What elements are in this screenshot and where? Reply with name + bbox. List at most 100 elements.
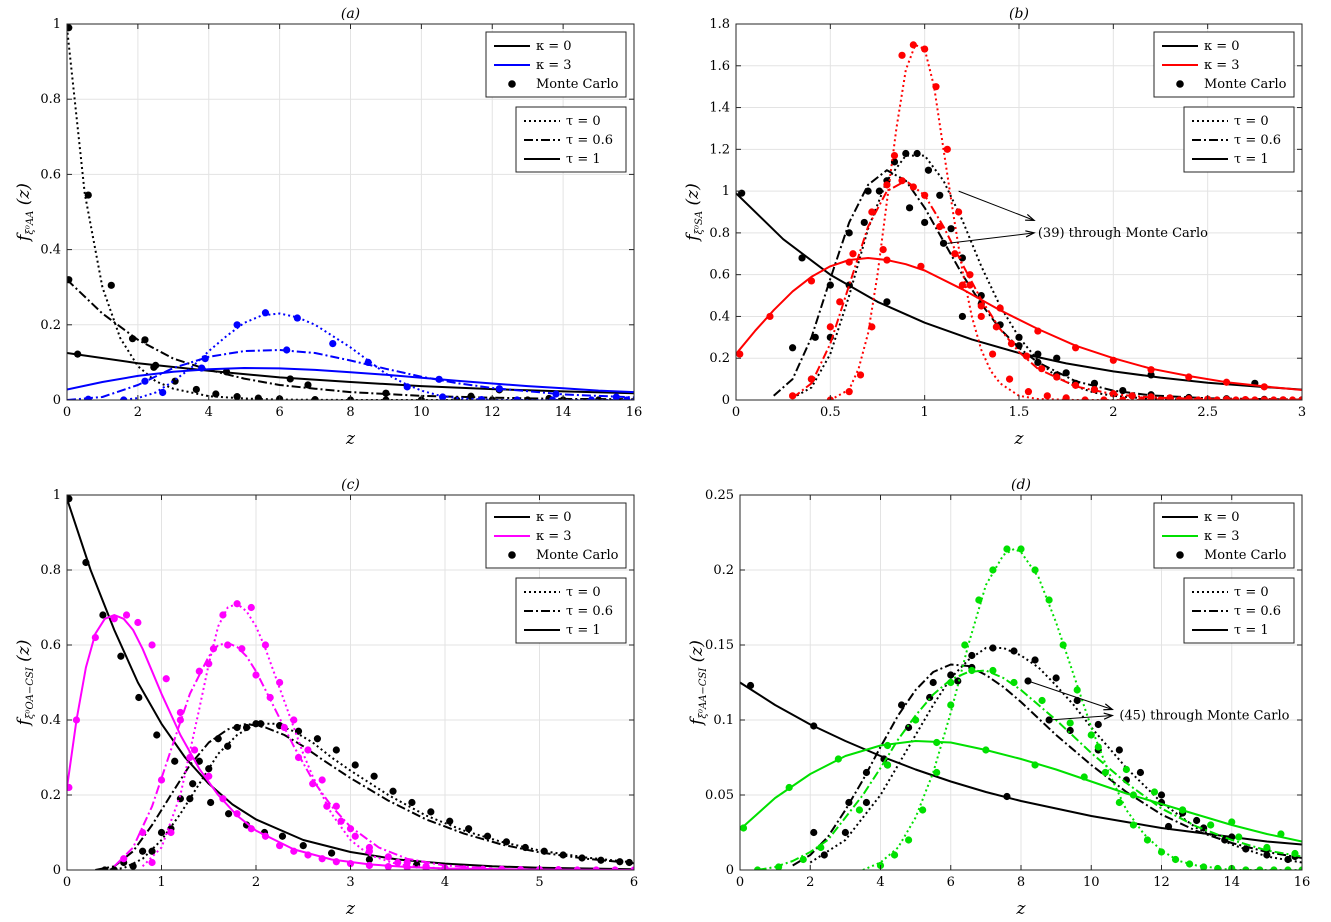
monte-carlo-point-kappa3-tau0 [977, 312, 985, 321]
legend-label: κ = 3 [536, 58, 572, 73]
monte-carlo-point-kappa3-tau0.6 [921, 191, 929, 199]
monte-carlo-point-kappa0-tau0 [313, 735, 322, 743]
y-tick-label: 0.1 [713, 713, 734, 728]
monte-carlo-point-kappa0-tau0 [427, 808, 435, 816]
monte-carlo-point-kappa3-tau0 [290, 716, 298, 724]
monte-carlo-point-kappa3-tau0 [148, 858, 156, 867]
series-group [67, 24, 634, 400]
legend-label: τ = 1 [1234, 623, 1269, 638]
monte-carlo-point-kappa3-tau1 [403, 863, 411, 870]
monte-carlo-point-kappa0-tau0 [212, 390, 220, 398]
legend-legend_kappa: κ = 0 κ = 3 Monte Carlo [1153, 31, 1295, 98]
y-tick-label: 0.05 [705, 788, 734, 803]
series-line-kappa3-tau1 [67, 614, 634, 870]
monte-carlo-point-kappa0-tau0.6 [233, 723, 241, 732]
monte-carlo-point-kappa3-tau1 [72, 716, 81, 724]
legend-box [1183, 106, 1295, 173]
monte-carlo-point-kappa3-tau0.6 [1094, 743, 1102, 751]
monte-carlo-point-kappa3-tau0.6 [817, 843, 825, 852]
series-line-kappa0-tau1 [67, 498, 634, 870]
monte-carlo-point-kappa3-tau0 [905, 836, 913, 844]
monte-carlo-point-kappa3-tau1 [554, 866, 562, 870]
monte-carlo-point-kappa3-tau1 [233, 810, 241, 818]
monte-carlo-point-kappa3-tau1 [460, 865, 468, 870]
monte-carlo-point-kappa3-tau0.6 [992, 323, 1000, 331]
legend-legend_kappa: κ = 0 κ = 3 Monte Carlo [1153, 502, 1295, 569]
annotation-text: (45) through Monte Carlo [1119, 709, 1289, 724]
monte-carlo-point-kappa3-tau0 [1003, 545, 1011, 553]
series-line-kappa3-tau1 [67, 367, 634, 394]
monte-carlo-point-kappa0-tau1 [171, 757, 179, 765]
legend-label: κ = 3 [536, 529, 572, 544]
legend-marker [508, 80, 516, 88]
monte-carlo-point-kappa0-tau0 [370, 772, 378, 780]
monte-carlo-point-kappa3-tau0 [1143, 836, 1152, 844]
monte-carlo-point-kappa3-tau0.6 [323, 802, 331, 810]
monte-carlo-point-kappa3-tau0 [856, 371, 865, 379]
series-line-kappa0-tau0.6 [773, 169, 1302, 400]
y-tick-label: 0.2 [709, 351, 730, 366]
monte-carlo-point-kappa0-tau0.6 [789, 344, 797, 352]
monte-carlo-point-kappa3-tau0.6 [1235, 833, 1243, 841]
monte-carlo-point-kappa3-tau0.6 [775, 863, 783, 870]
monte-carlo-point-kappa3-tau0 [1005, 375, 1014, 383]
monte-carlo-point-kappa0-tau0 [129, 862, 137, 870]
monte-carlo-point-kappa3-tau0.6 [807, 375, 816, 383]
monte-carlo-point-kappa3-tau0.6 [912, 716, 920, 724]
monte-carlo-point-kappa0-tau0 [311, 396, 319, 400]
monte-carlo-point-kappa3-tau0 [261, 309, 270, 317]
series-line-kappa0-tau1 [67, 352, 634, 395]
y-tick-label: 0.6 [40, 638, 61, 653]
monte-carlo-point-kappa3-tau1 [958, 281, 967, 289]
legend-label: τ = 0 [1234, 585, 1269, 600]
monte-carlo-point-kappa3-tau0.6 [209, 645, 218, 653]
monte-carlo-point-kappa0-tau0 [408, 798, 416, 807]
monte-carlo-point-kappa3-tau0.6 [266, 693, 274, 702]
monte-carlo-point-kappa0-tau1 [1053, 354, 1061, 362]
panel-title: (b) [1009, 6, 1029, 22]
legend-legend_tau: τ = 0 τ = 0.6 τ = 1 [1183, 577, 1295, 644]
monte-carlo-point-kappa0-tau0 [332, 746, 340, 754]
monte-carlo-point-kappa3-tau1 [1185, 373, 1193, 381]
monte-carlo-point-kappa0-tau1 [328, 849, 336, 857]
monte-carlo-point-kappa0-tau1 [278, 832, 287, 840]
monte-carlo-point-kappa3-tau1 [883, 256, 891, 264]
monte-carlo-point-kappa3-tau1 [834, 755, 842, 763]
series-line-kappa3-tau0 [141, 602, 446, 870]
monte-carlo-point-kappa3-tau0 [890, 152, 899, 160]
monte-carlo-point-kappa0-tau0 [1031, 656, 1039, 664]
monte-carlo-point-kappa3-tau1 [982, 746, 990, 754]
monte-carlo-point-kappa3-tau0 [1101, 768, 1109, 777]
y-axis-label: fξ⁰AA−CSI (z) [687, 640, 709, 727]
monte-carlo-point-kappa0-tau0.6 [157, 828, 166, 837]
x-tick-label: 8 [346, 405, 354, 420]
x-tick-label: 0 [63, 875, 71, 890]
monte-carlo-point-kappa3-tau0.6 [868, 208, 876, 216]
monte-carlo-point-kappa3-tau1 [110, 615, 118, 623]
monte-carlo-point-kappa0-tau0 [1094, 720, 1102, 729]
monte-carlo-point-kappa0-tau0.6 [845, 798, 853, 807]
monte-carlo-point-kappa3-tau0 [1256, 866, 1264, 870]
monte-carlo-point-kappa0-tau0 [820, 851, 828, 859]
series-line-kappa0-tau0.6 [95, 722, 634, 870]
monte-carlo-point-kappa3-tau0.6 [1038, 696, 1046, 705]
legend-label: κ = 3 [1204, 529, 1240, 544]
monte-carlo-point-kappa3-tau0.6 [141, 377, 149, 385]
monte-carlo-point-kappa3-tau1 [630, 866, 634, 870]
annotation-text: (39) through Monte Carlo [1038, 226, 1208, 241]
y-label-main: f [14, 716, 34, 727]
legend-label: κ = 0 [1204, 510, 1240, 525]
monte-carlo-point-kappa3-tau0 [219, 611, 227, 619]
monte-carlo-point-kappa0-tau1 [151, 361, 160, 370]
monte-carlo-point-kappa0-tau0.6 [139, 847, 147, 855]
legend-label: κ = 0 [1204, 39, 1240, 54]
monte-carlo-point-kappa0-tau0 [924, 166, 933, 174]
legend-box [1183, 577, 1295, 644]
annotation-arrow-line [947, 232, 1035, 244]
y-tick-label: 1.4 [709, 101, 730, 116]
monte-carlo-point-kappa3-tau1 [517, 866, 525, 870]
monte-carlo-point-kappa3-tau0.6 [224, 641, 232, 649]
monte-carlo-point-kappa3-tau0 [1284, 866, 1292, 870]
y-axis-label: fξ⁰AA (z) [14, 183, 36, 243]
y-tick-label: 1 [53, 17, 61, 32]
